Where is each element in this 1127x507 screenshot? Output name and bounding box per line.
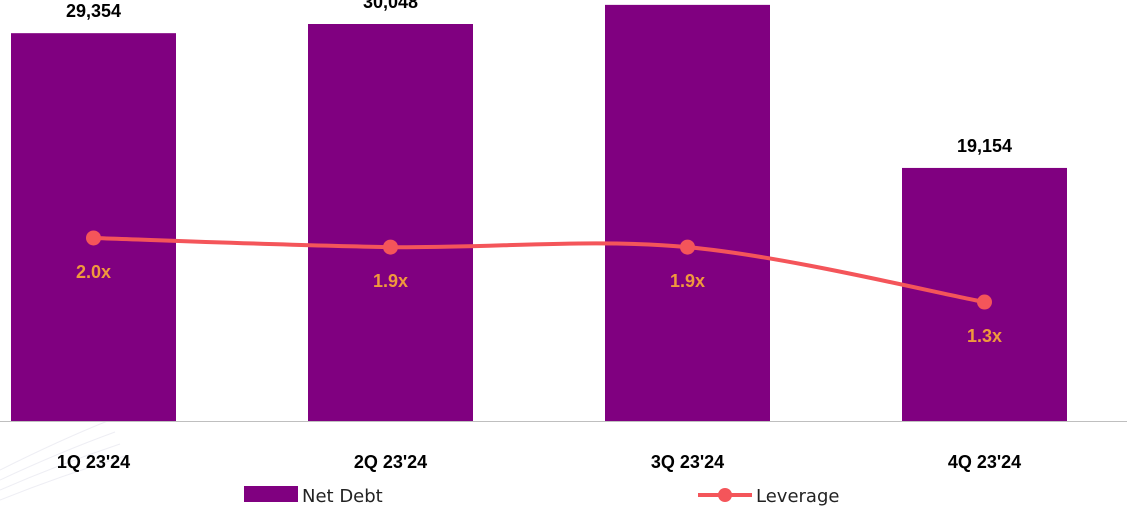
bars: [11, 4, 1067, 422]
leverage-value-label-4: 1.3x: [967, 326, 1002, 346]
category-labels: 1Q 23'24 2Q 23'24 3Q 23'24 4Q 23'24: [57, 452, 1021, 472]
leverage-point-4: [977, 294, 992, 310]
legend: Net Debt Leverage: [244, 486, 839, 507]
leverage-line: [93, 235, 985, 304]
bar-value-label-1: 29,354: [66, 1, 121, 21]
bar-2: [308, 24, 473, 421]
leverage-value-label-2: 1.9x: [373, 271, 408, 291]
bar-3: [605, 4, 770, 421]
category-label-2: 2Q 23'24: [354, 452, 427, 472]
bar-4: [902, 167, 1067, 421]
legend-label-leverage: Leverage: [756, 486, 839, 507]
legend-label-net-debt: Net Debt: [302, 486, 383, 507]
leverage-value-label-3: 1.9x: [670, 271, 705, 291]
leverage-point-2: [383, 239, 398, 255]
category-label-1: 1Q 23'24: [57, 452, 130, 472]
legend-swatch-leverage-marker: [718, 488, 732, 502]
leverage-line-layer: 2.0x 1.9x 1.9x 1.3x: [76, 230, 1002, 346]
category-label-3: 3Q 23'24: [651, 452, 724, 472]
background-decoration: [0, 419, 126, 501]
leverage-point-1: [86, 230, 101, 246]
bar-1: [11, 33, 176, 422]
leverage-point-3: [680, 239, 695, 255]
legend-swatch-net-debt: [244, 486, 298, 502]
leverage-value-label-1: 2.0x: [76, 262, 111, 282]
bar-value-label-4: 19,154: [957, 136, 1012, 156]
category-label-4: 4Q 23'24: [948, 452, 1021, 472]
bar-value-label-2: 30,048: [363, 0, 418, 12]
